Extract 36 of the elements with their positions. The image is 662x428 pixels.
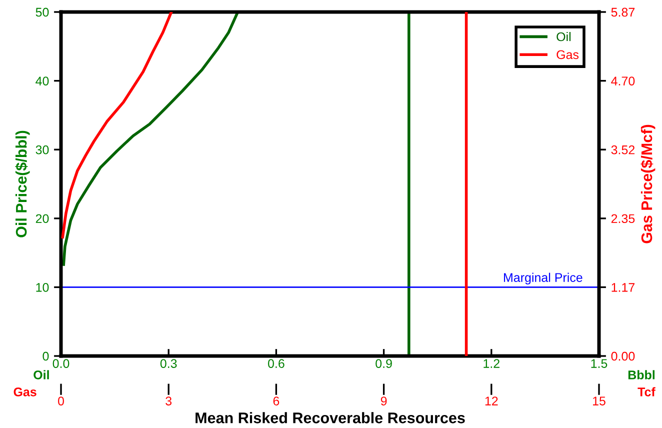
x-tick-label: 1.5 (591, 359, 608, 368)
y2-tick-label: 0.00 (611, 352, 635, 361)
y-tick-label: 30 (36, 145, 49, 154)
ref-line-label: Marginal Price (504, 272, 582, 284)
legend-label: Gas (556, 50, 579, 60)
text: Bbbl (628, 370, 654, 380)
line-series (61, 12, 172, 238)
y-axis-title: Oil Price($/bbl) (15, 130, 30, 238)
y-tick-label: 50 (36, 8, 49, 17)
y-tick-label: 40 (36, 76, 49, 86)
legend-label: Oil (556, 32, 571, 42)
y2-tick-label: 2.35 (611, 214, 635, 224)
x2-tick-label: 0 (58, 396, 64, 406)
y2-tick-label: 3.52 (611, 145, 635, 154)
y-tick-label: 0 (42, 352, 49, 361)
y2-tick-label: 5.87 (611, 8, 635, 17)
x2-tick-label: 9 (380, 396, 387, 406)
y2-tick-label: 4.70 (611, 76, 635, 86)
x-axis-title: Mean Risked Recoverable Resources (196, 412, 465, 424)
x-tick-label: 0.6 (268, 359, 284, 368)
x2-tick-label: 15 (593, 396, 606, 406)
x2-tick-label: 6 (273, 396, 280, 406)
x-tick-label: 1.2 (484, 359, 500, 368)
line-series (62, 12, 239, 266)
x-tick-label: 0.3 (160, 359, 177, 368)
y-tick-label: 10 (36, 283, 49, 292)
y-tick-label: 20 (36, 214, 49, 224)
x2-tick-label: 12 (485, 396, 498, 406)
x-tick-label: 0.0 (52, 359, 70, 368)
text: Oil (34, 370, 49, 380)
x-tick-label: 0.9 (376, 359, 392, 368)
y2-tick-label: 1.17 (612, 283, 635, 292)
text: Gas (14, 388, 36, 396)
x2-tick-label: 3 (166, 396, 172, 406)
text: Tcf (638, 387, 656, 396)
y2-axis-title: Gas Price($/Mcf) (640, 124, 656, 244)
